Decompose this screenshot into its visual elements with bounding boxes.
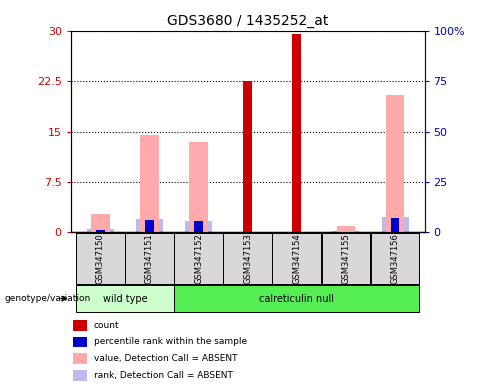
FancyBboxPatch shape — [76, 233, 124, 284]
Bar — [243, 218, 252, 232]
FancyBboxPatch shape — [272, 233, 321, 284]
Bar — [292, 34, 301, 232]
Text: count: count — [94, 321, 119, 330]
Bar — [332, 231, 360, 232]
Bar — [386, 94, 405, 232]
FancyBboxPatch shape — [174, 285, 419, 312]
Text: GSM347155: GSM347155 — [342, 233, 350, 284]
Bar — [382, 217, 408, 232]
Text: GSM347150: GSM347150 — [96, 233, 105, 284]
Bar — [194, 221, 203, 232]
Bar — [73, 370, 87, 381]
Text: percentile rank within the sample: percentile rank within the sample — [94, 338, 247, 346]
Bar — [91, 214, 110, 232]
Bar — [73, 353, 87, 364]
Text: GSM347152: GSM347152 — [194, 233, 203, 284]
Text: rank, Detection Call = ABSENT: rank, Detection Call = ABSENT — [94, 371, 232, 380]
Bar — [145, 220, 154, 232]
Title: GDS3680 / 1435252_at: GDS3680 / 1435252_at — [167, 14, 328, 28]
Text: value, Detection Call = ABSENT: value, Detection Call = ABSENT — [94, 354, 237, 363]
FancyBboxPatch shape — [174, 233, 223, 284]
Bar — [87, 229, 114, 232]
Bar — [73, 320, 87, 331]
Bar — [292, 217, 301, 232]
Bar — [136, 219, 163, 232]
Text: GSM347154: GSM347154 — [292, 233, 301, 284]
Bar — [140, 135, 159, 232]
FancyBboxPatch shape — [322, 233, 370, 284]
Text: wild type: wild type — [102, 293, 147, 304]
Text: GSM347156: GSM347156 — [390, 233, 400, 284]
Bar — [391, 218, 400, 232]
Text: GSM347151: GSM347151 — [145, 233, 154, 284]
FancyBboxPatch shape — [224, 233, 272, 284]
Bar — [73, 337, 87, 348]
Bar — [337, 226, 355, 232]
Bar — [243, 81, 252, 232]
Text: calreticulin null: calreticulin null — [259, 293, 334, 304]
Bar — [96, 230, 104, 232]
Text: GSM347153: GSM347153 — [243, 233, 252, 284]
FancyBboxPatch shape — [125, 233, 174, 284]
Text: genotype/variation: genotype/variation — [5, 294, 91, 303]
Bar — [189, 142, 208, 232]
FancyBboxPatch shape — [76, 285, 174, 312]
Bar — [185, 221, 212, 232]
FancyBboxPatch shape — [371, 233, 419, 284]
